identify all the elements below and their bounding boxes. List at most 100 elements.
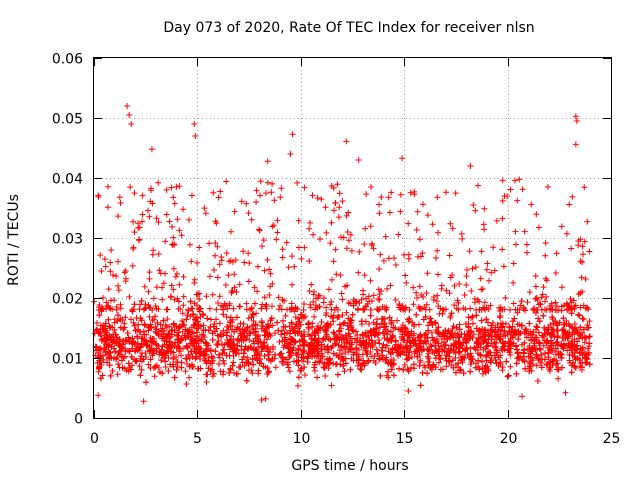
data-point [256, 226, 263, 233]
data-point [388, 366, 395, 373]
data-point [292, 330, 299, 337]
data-point [493, 217, 500, 224]
data-point [193, 291, 200, 298]
data-point [358, 296, 365, 303]
x-axis-label: GPS time / hours [291, 458, 408, 474]
data-point [491, 352, 498, 359]
data-point [139, 211, 146, 218]
data-point [128, 121, 135, 127]
data-point [285, 345, 292, 352]
data-point [330, 258, 337, 265]
data-point [224, 324, 231, 331]
data-point [262, 326, 269, 333]
data-point [115, 213, 122, 220]
data-point [356, 248, 363, 255]
data-point [408, 364, 415, 371]
data-point [378, 347, 385, 354]
data-point [523, 334, 530, 341]
data-point [422, 313, 429, 320]
data-point [523, 241, 530, 248]
data-point [499, 339, 506, 346]
data-point [275, 327, 282, 334]
data-point [135, 224, 142, 231]
data-point [97, 252, 104, 259]
data-point [172, 273, 179, 280]
data-point [554, 366, 561, 373]
data-point [328, 313, 335, 320]
data-point [449, 357, 456, 364]
data-point [514, 321, 521, 328]
data-point [521, 228, 528, 235]
data-point [96, 345, 103, 352]
data-point [119, 317, 126, 324]
data-point [230, 348, 237, 355]
data-point [540, 342, 547, 349]
data-point [335, 313, 342, 320]
data-point [497, 336, 504, 343]
data-point [142, 379, 149, 386]
data-point [573, 326, 580, 333]
data-point [585, 324, 592, 331]
data-point [361, 306, 368, 313]
data-point [250, 338, 257, 345]
data-point [510, 300, 517, 307]
data-point [378, 315, 385, 322]
data-point [337, 361, 344, 368]
data-point [481, 299, 488, 306]
data-point [178, 352, 185, 359]
data-point [237, 330, 244, 337]
x-tick-label: 25 [603, 431, 621, 447]
data-point [206, 240, 213, 247]
data-point [249, 356, 256, 363]
data-point [122, 314, 129, 321]
data-point [358, 366, 365, 373]
data-point [300, 347, 307, 354]
y-tick-label: 0.02 [52, 292, 83, 308]
data-point [578, 364, 585, 371]
data-point [464, 331, 471, 338]
data-point [560, 315, 567, 322]
data-point [344, 282, 351, 289]
data-point [267, 283, 274, 290]
data-point [386, 209, 393, 216]
data-point [522, 365, 529, 372]
data-point [485, 277, 492, 284]
data-point [399, 155, 406, 162]
data-point [580, 302, 587, 309]
data-point [278, 331, 285, 338]
data-point [103, 299, 110, 306]
data-point [173, 366, 180, 373]
data-point [456, 367, 463, 374]
data-point [145, 361, 152, 368]
data-point [430, 294, 437, 301]
data-point [530, 329, 537, 336]
data-point [425, 347, 432, 354]
data-point [275, 294, 282, 301]
data-point [185, 351, 192, 358]
data-point [192, 316, 199, 323]
data-point [133, 333, 140, 340]
data-point [307, 301, 314, 308]
data-point [149, 306, 156, 313]
data-point [543, 277, 550, 284]
data-point [552, 299, 559, 306]
data-point [144, 342, 151, 349]
data-point [260, 237, 267, 244]
data-point [516, 176, 523, 183]
data-point [385, 194, 392, 201]
data-point [507, 363, 514, 370]
data-point [389, 345, 396, 352]
data-point [343, 309, 350, 316]
data-point [95, 368, 102, 375]
data-point [290, 358, 297, 365]
data-point [255, 367, 262, 374]
data-point [488, 336, 495, 343]
data-point [340, 357, 347, 364]
data-point [532, 295, 539, 302]
data-point [376, 340, 383, 347]
data-point [223, 313, 230, 320]
data-point [278, 185, 285, 192]
data-point [131, 322, 138, 329]
data-point [91, 330, 98, 337]
data-point [533, 362, 540, 369]
